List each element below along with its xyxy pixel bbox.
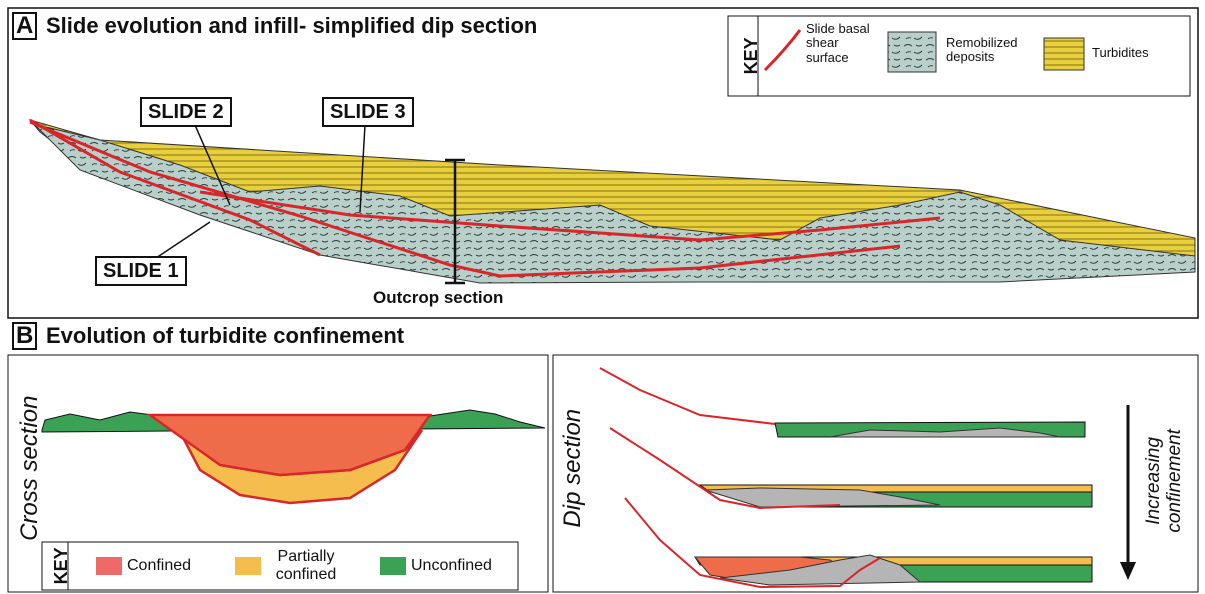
key-remob-sample bbox=[888, 32, 936, 72]
body: A Slide evolution and infill- simplified… bbox=[0, 0, 1205, 594]
slide-label: SLIDE 1 bbox=[95, 256, 187, 286]
confinement-arrowhead bbox=[1120, 562, 1136, 580]
cross-label: Cross section bbox=[17, 388, 43, 548]
slide-label: SLIDE 2 bbox=[140, 97, 232, 127]
key-partial bbox=[235, 557, 261, 575]
key-label: Unconfined bbox=[411, 557, 492, 575]
panel-title: Slide evolution and infill- simplified d… bbox=[46, 14, 537, 38]
figure: A Slide evolution and infill- simplified… bbox=[0, 0, 1205, 594]
panel-letter: B bbox=[12, 322, 37, 350]
key-label: Partially confined bbox=[266, 548, 346, 583]
outcrop-label: Outcrop section bbox=[373, 289, 503, 308]
panel-title: Evolution of turbidite confinement bbox=[46, 324, 404, 348]
arrow-label: Increasing confinement bbox=[1144, 426, 1186, 536]
slide-label: SLIDE 3 bbox=[322, 97, 414, 127]
key-unconfined bbox=[380, 557, 406, 575]
key-title: KEY bbox=[742, 29, 762, 83]
dip-profile-1 bbox=[600, 368, 1085, 437]
page: {"panel_a": {"letter": "A", "title": "Sl… bbox=[0, 0, 1205, 594]
key-confined bbox=[96, 557, 122, 575]
key-label: Slide basal shear surface bbox=[806, 22, 876, 65]
dip-profile-2 bbox=[610, 428, 1092, 508]
dip-label: Dip section bbox=[560, 403, 586, 533]
key-label: Turbidites bbox=[1092, 46, 1149, 60]
key-turb-sample bbox=[1044, 38, 1084, 70]
panel-letter: A bbox=[12, 12, 37, 40]
key-label: Confined bbox=[127, 557, 191, 575]
drawing bbox=[0, 0, 1205, 594]
key-label: Remobilized deposits bbox=[946, 36, 1036, 65]
key-title: KEY bbox=[52, 538, 72, 594]
dip-profile-3 bbox=[625, 498, 1092, 587]
